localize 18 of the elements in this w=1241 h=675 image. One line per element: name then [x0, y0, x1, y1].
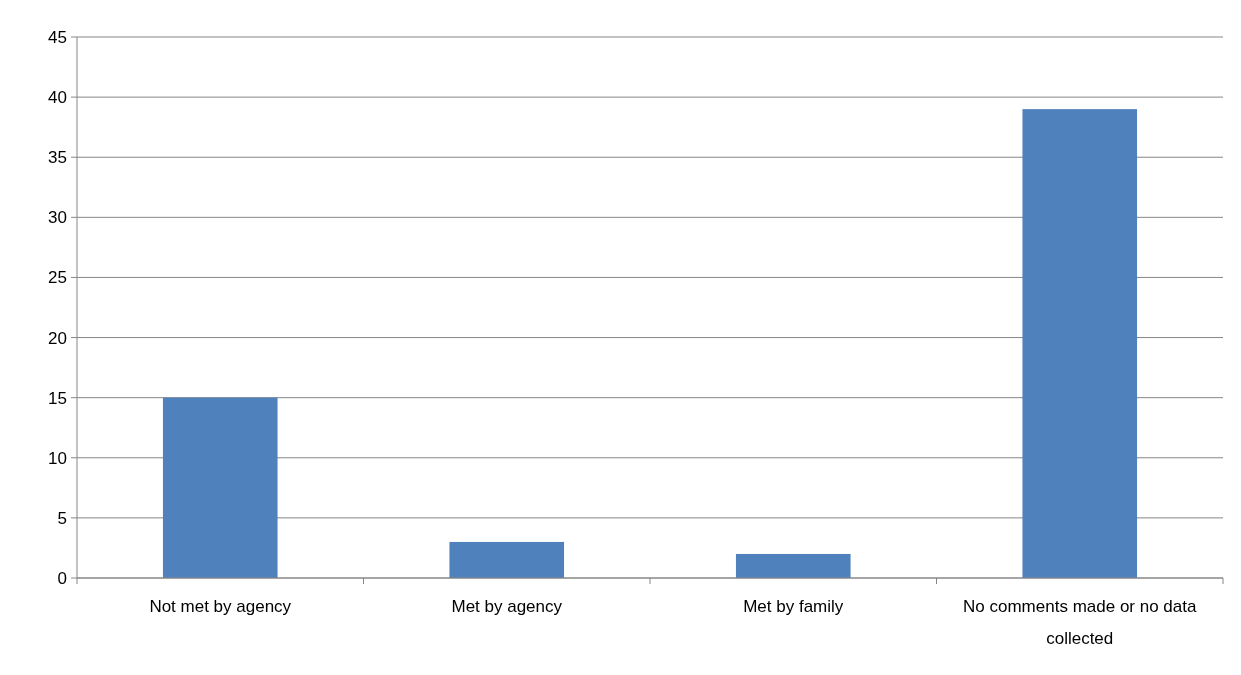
bar [735, 553, 851, 578]
y-tick-label: 10 [48, 448, 67, 468]
y-tick-label: 30 [48, 208, 67, 228]
x-tick-label: Met by agency [451, 597, 563, 616]
x-tick-label: Not met by agency [149, 597, 292, 616]
y-tick-label: 40 [48, 88, 67, 108]
x-tick-label: Met by family [743, 597, 844, 616]
y-tick-label: 5 [57, 508, 67, 528]
y-tick-label: 0 [57, 568, 67, 588]
y-tick-label: 25 [48, 268, 67, 288]
y-tick-label: 35 [48, 148, 67, 168]
bar [1022, 109, 1138, 578]
y-tick-label: 45 [48, 27, 67, 47]
y-tick-label: 15 [48, 388, 67, 408]
x-tick-label: No comments made or no data collected [963, 597, 1197, 648]
bar [449, 541, 565, 578]
y-tick-label: 20 [48, 328, 67, 348]
bar [162, 397, 278, 578]
